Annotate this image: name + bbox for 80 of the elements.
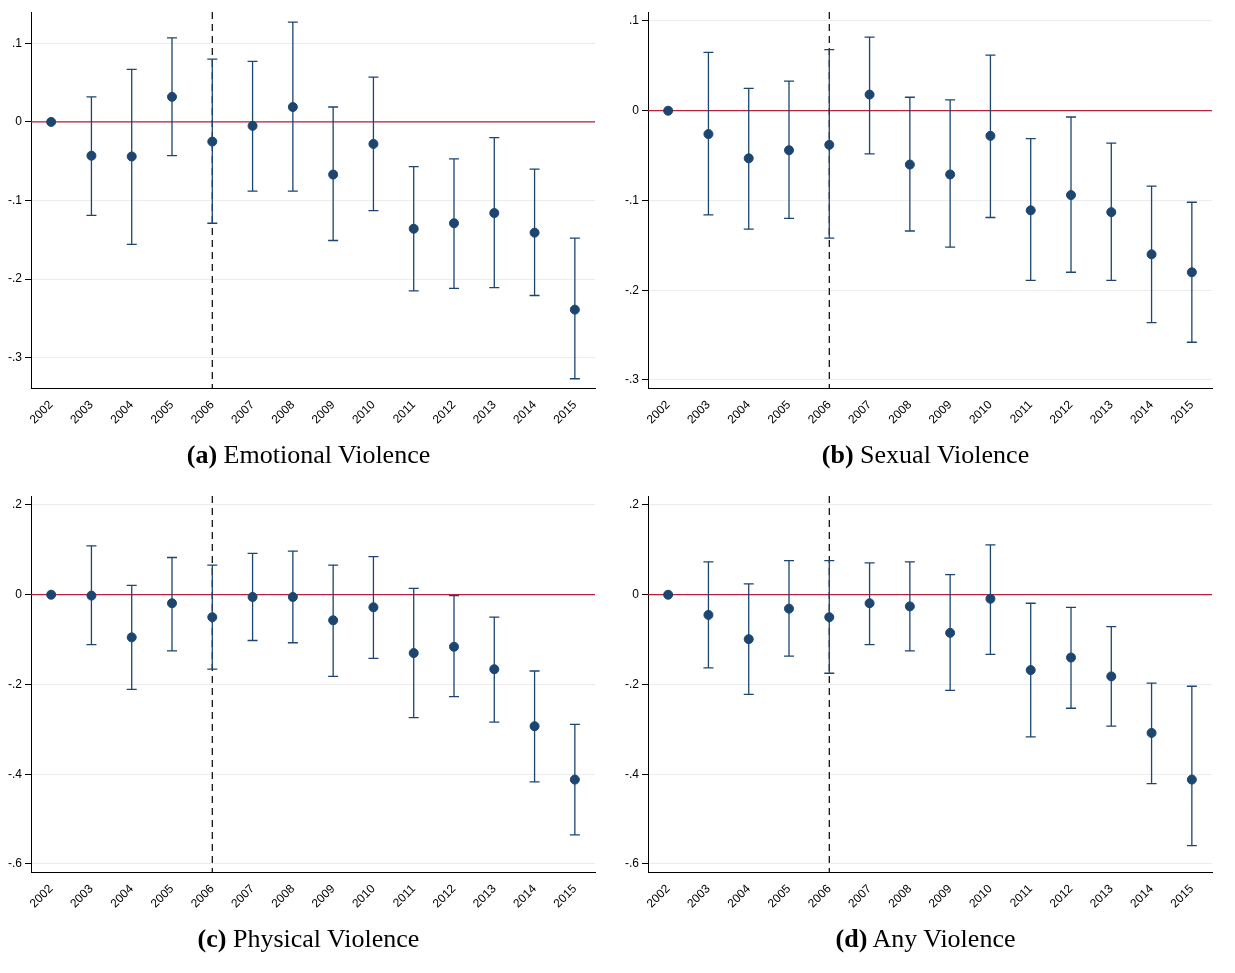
y-tick-label: 0 <box>632 103 640 118</box>
point <box>126 151 137 162</box>
point <box>904 601 915 612</box>
y-tick-label: -.3 <box>624 372 640 387</box>
point <box>86 150 97 161</box>
point <box>449 218 459 229</box>
point <box>328 169 339 180</box>
point <box>86 590 97 601</box>
y-tick-label: .2 <box>628 497 640 512</box>
point <box>46 589 57 600</box>
point <box>1066 190 1076 201</box>
point <box>824 139 835 150</box>
y-tick-label: -.4 <box>7 766 23 781</box>
point <box>449 641 459 652</box>
y-tick-label: -.2 <box>624 676 640 691</box>
text: (a) Emotional Violence <box>185 440 432 470</box>
point <box>287 102 298 113</box>
point <box>126 632 137 643</box>
point <box>529 227 540 238</box>
point <box>247 120 258 131</box>
point <box>1146 249 1157 260</box>
point <box>743 634 754 645</box>
y-tick-label: -.2 <box>624 282 640 297</box>
point <box>247 591 258 602</box>
point <box>945 627 956 638</box>
point <box>1146 727 1157 738</box>
y-tick-label: 0 <box>632 587 640 602</box>
point <box>368 602 379 613</box>
point <box>569 304 580 315</box>
point <box>408 223 419 234</box>
y-tick-label: .1 <box>11 35 23 50</box>
point <box>1025 665 1036 676</box>
point <box>663 105 674 116</box>
point <box>46 116 57 127</box>
point <box>945 169 956 180</box>
text: (b) Sexual Violence <box>820 440 1031 470</box>
point <box>1106 671 1117 682</box>
y-tick-label: -.2 <box>7 271 23 286</box>
point <box>489 664 500 675</box>
point <box>167 91 177 102</box>
point <box>167 598 177 609</box>
point <box>784 145 794 156</box>
point <box>703 609 714 620</box>
y-tick-label: .2 <box>11 497 23 512</box>
point <box>985 593 996 604</box>
point <box>1106 207 1117 218</box>
point <box>489 208 500 219</box>
y-tick-label: -.4 <box>624 766 640 781</box>
y-tick-label: 0 <box>15 114 23 129</box>
point <box>287 591 298 602</box>
point <box>864 598 875 609</box>
text: (d) Any Violence <box>834 924 1017 954</box>
point <box>1186 774 1197 785</box>
point <box>663 589 674 600</box>
point <box>207 612 218 623</box>
point <box>864 89 875 100</box>
y-tick-label: -.1 <box>624 192 640 207</box>
point <box>784 603 794 614</box>
point <box>1066 652 1076 663</box>
y-tick-label: -.6 <box>7 856 23 871</box>
point <box>408 648 419 659</box>
point <box>703 129 714 140</box>
y-tick-label: -.6 <box>624 856 640 871</box>
y-tick-label: -.2 <box>7 676 23 691</box>
text: (c) Physical Violence <box>196 924 421 954</box>
point <box>904 159 915 170</box>
y-tick-label: 0 <box>15 587 23 602</box>
point <box>824 612 835 623</box>
point <box>529 721 540 732</box>
point <box>569 774 580 785</box>
y-tick-label: -.1 <box>7 192 23 207</box>
point <box>1025 205 1036 216</box>
point <box>368 138 379 149</box>
y-tick-label: .1 <box>628 13 640 28</box>
point <box>985 130 996 141</box>
point <box>207 136 218 147</box>
point <box>743 153 754 164</box>
point <box>328 615 339 626</box>
y-tick-label: -.3 <box>7 349 23 364</box>
point <box>1186 267 1197 278</box>
